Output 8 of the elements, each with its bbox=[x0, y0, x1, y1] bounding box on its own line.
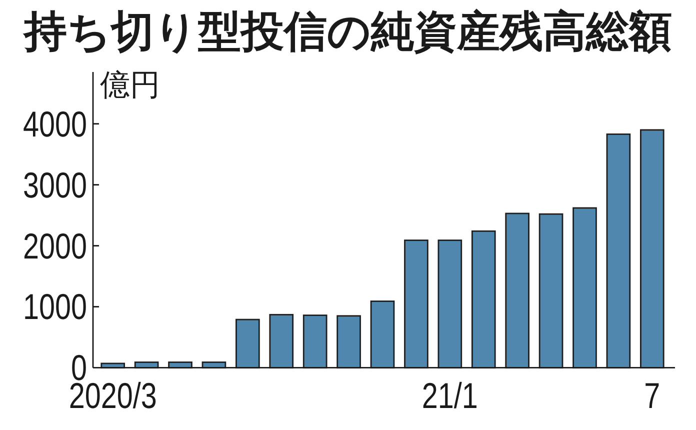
ylabel: 億円 bbox=[100, 68, 160, 103]
xtick: 7 bbox=[644, 374, 660, 416]
ytick: 3000 bbox=[22, 164, 87, 206]
xtick: 21/1 bbox=[422, 374, 478, 416]
ytick: 2000 bbox=[22, 225, 87, 266]
title: 持ち切り型投信の純資産残高総額 bbox=[24, 7, 672, 57]
ytick: 4000 bbox=[22, 103, 87, 144]
ytick: 1000 bbox=[22, 286, 87, 327]
